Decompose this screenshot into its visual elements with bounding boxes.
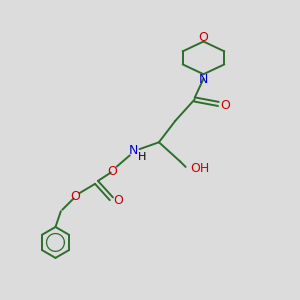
Text: N: N (129, 143, 138, 157)
Text: OH: OH (191, 162, 210, 175)
Text: O: O (199, 31, 208, 44)
Text: O: O (70, 190, 80, 203)
Text: O: O (220, 99, 230, 112)
Text: O: O (113, 194, 123, 207)
Text: O: O (107, 165, 117, 178)
Text: N: N (199, 73, 208, 86)
Text: H: H (138, 152, 146, 161)
